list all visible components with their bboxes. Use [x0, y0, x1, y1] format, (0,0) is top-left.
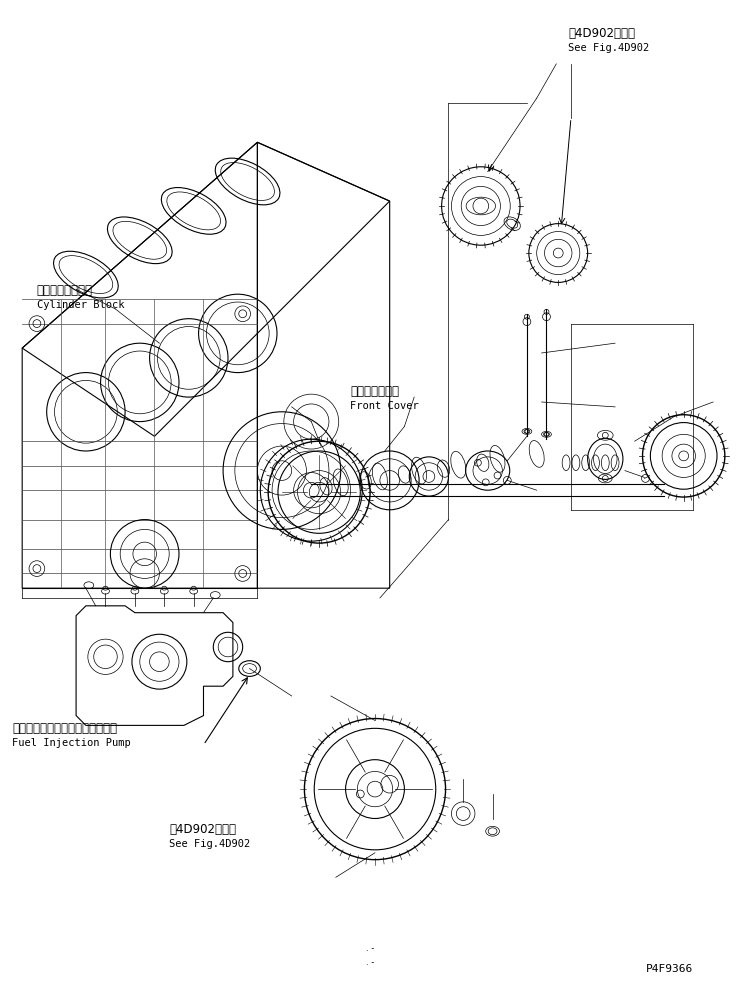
Text: . -: . - [366, 958, 374, 967]
Text: See Fig.4D902: See Fig.4D902 [568, 43, 649, 53]
Text: フロントカバー: フロントカバー [351, 386, 399, 399]
Text: Front Cover: Front Cover [351, 401, 419, 411]
Text: Fuel Injection Pump: Fuel Injection Pump [13, 738, 131, 748]
Text: Cylinder Block: Cylinder Block [37, 300, 124, 310]
Text: 笥4D902図参照: 笥4D902図参照 [169, 823, 236, 836]
Text: . -: . - [366, 944, 374, 953]
Text: P4F9366: P4F9366 [646, 964, 694, 974]
Text: シリンダブロック: シリンダブロック [37, 284, 93, 297]
Text: See Fig.4D902: See Fig.4D902 [169, 839, 250, 849]
Text: フゥエルインジェクションポンプ: フゥエルインジェクションポンプ [13, 722, 118, 735]
Text: 笥4D902図参照: 笥4D902図参照 [568, 27, 635, 40]
